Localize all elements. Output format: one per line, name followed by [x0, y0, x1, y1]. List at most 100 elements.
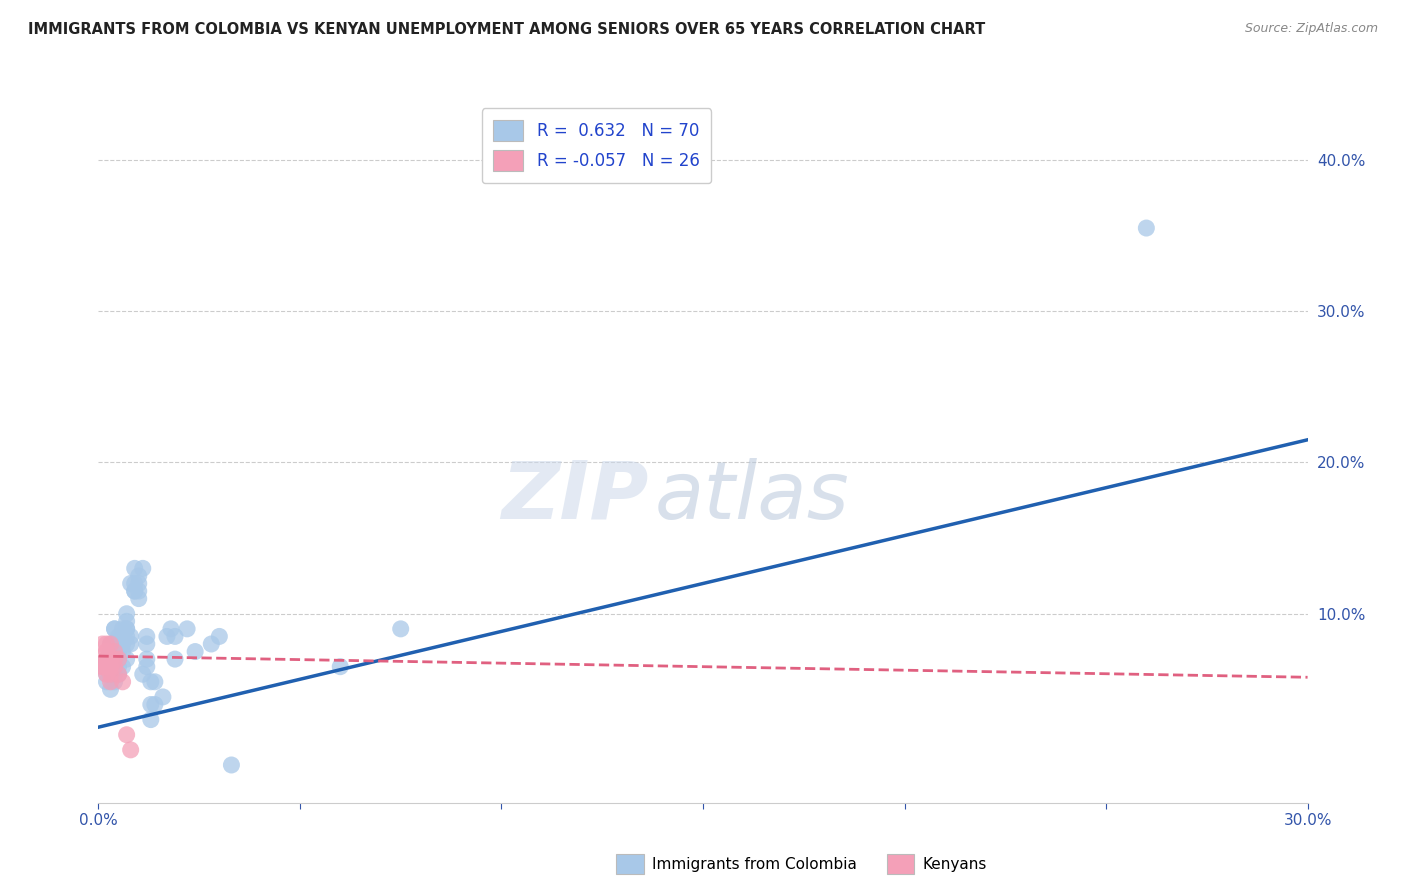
- Legend: Immigrants from Colombia, Kenyans: Immigrants from Colombia, Kenyans: [610, 848, 993, 880]
- Point: [111, 674, 134, 689]
- Point: [221, 758, 243, 772]
- Point: [100, 682, 122, 697]
- Point: [107, 629, 129, 643]
- Point: [389, 622, 412, 636]
- Point: [96, 644, 118, 658]
- Point: [107, 644, 129, 658]
- Point: [120, 637, 142, 651]
- Point: [143, 674, 166, 689]
- Point: [115, 607, 138, 621]
- Point: [111, 644, 134, 658]
- Point: [107, 652, 129, 666]
- Point: [115, 622, 138, 636]
- Point: [100, 637, 122, 651]
- Point: [96, 637, 118, 651]
- Point: [107, 637, 129, 651]
- Point: [96, 667, 118, 681]
- Point: [91, 659, 114, 673]
- Point: [91, 637, 114, 651]
- Point: [128, 576, 150, 591]
- Point: [96, 644, 118, 658]
- Point: [103, 622, 125, 636]
- Point: [163, 652, 186, 666]
- Point: [96, 659, 118, 673]
- Point: [103, 644, 125, 658]
- Point: [107, 667, 129, 681]
- Text: IMMIGRANTS FROM COLOMBIA VS KENYAN UNEMPLOYMENT AMONG SENIORS OVER 65 YEARS CORR: IMMIGRANTS FROM COLOMBIA VS KENYAN UNEMP…: [28, 22, 986, 37]
- Point: [329, 659, 352, 673]
- Point: [128, 569, 150, 583]
- Point: [184, 644, 207, 658]
- Point: [135, 659, 157, 673]
- Point: [111, 622, 134, 636]
- Text: atlas: atlas: [655, 458, 849, 536]
- Point: [156, 629, 179, 643]
- Legend: R =  0.632   N = 70, R = -0.057   N = 26: R = 0.632 N = 70, R = -0.057 N = 26: [482, 109, 711, 183]
- Point: [103, 652, 125, 666]
- Point: [103, 659, 125, 673]
- Point: [128, 584, 150, 599]
- Point: [107, 652, 129, 666]
- Point: [124, 584, 146, 599]
- Point: [124, 561, 146, 575]
- Point: [100, 667, 122, 681]
- Point: [100, 659, 122, 673]
- Point: [100, 659, 122, 673]
- Point: [135, 629, 157, 643]
- Point: [100, 674, 122, 689]
- Point: [208, 629, 231, 643]
- Point: [115, 652, 138, 666]
- Point: [115, 637, 138, 651]
- Point: [107, 667, 129, 681]
- Point: [103, 659, 125, 673]
- Point: [96, 652, 118, 666]
- Point: [120, 743, 142, 757]
- Point: [124, 576, 146, 591]
- Point: [115, 615, 138, 629]
- Point: [100, 652, 122, 666]
- Point: [100, 659, 122, 673]
- Point: [91, 659, 114, 673]
- Point: [103, 652, 125, 666]
- Point: [111, 659, 134, 673]
- Point: [135, 652, 157, 666]
- Point: [103, 637, 125, 651]
- Point: [103, 667, 125, 681]
- Point: [143, 698, 166, 712]
- Point: [96, 667, 118, 681]
- Point: [128, 591, 150, 606]
- Point: [176, 622, 198, 636]
- Point: [152, 690, 174, 704]
- Point: [124, 584, 146, 599]
- Point: [100, 667, 122, 681]
- Point: [100, 637, 122, 651]
- Point: [115, 629, 138, 643]
- Point: [115, 728, 138, 742]
- Point: [139, 674, 162, 689]
- Point: [91, 659, 114, 673]
- Text: Source: ZipAtlas.com: Source: ZipAtlas.com: [1244, 22, 1378, 36]
- Point: [100, 644, 122, 658]
- Point: [120, 576, 142, 591]
- Point: [132, 561, 155, 575]
- Point: [100, 652, 122, 666]
- Point: [139, 698, 162, 712]
- Point: [96, 652, 118, 666]
- Point: [111, 629, 134, 643]
- Point: [135, 637, 157, 651]
- Point: [115, 622, 138, 636]
- Point: [1135, 221, 1157, 235]
- Point: [160, 622, 183, 636]
- Text: ZIP: ZIP: [501, 458, 648, 536]
- Point: [103, 674, 125, 689]
- Point: [96, 659, 118, 673]
- Point: [139, 713, 162, 727]
- Point: [103, 622, 125, 636]
- Point: [200, 637, 222, 651]
- Point: [120, 629, 142, 643]
- Point: [111, 637, 134, 651]
- Point: [132, 667, 155, 681]
- Point: [107, 659, 129, 673]
- Point: [163, 629, 186, 643]
- Point: [96, 674, 118, 689]
